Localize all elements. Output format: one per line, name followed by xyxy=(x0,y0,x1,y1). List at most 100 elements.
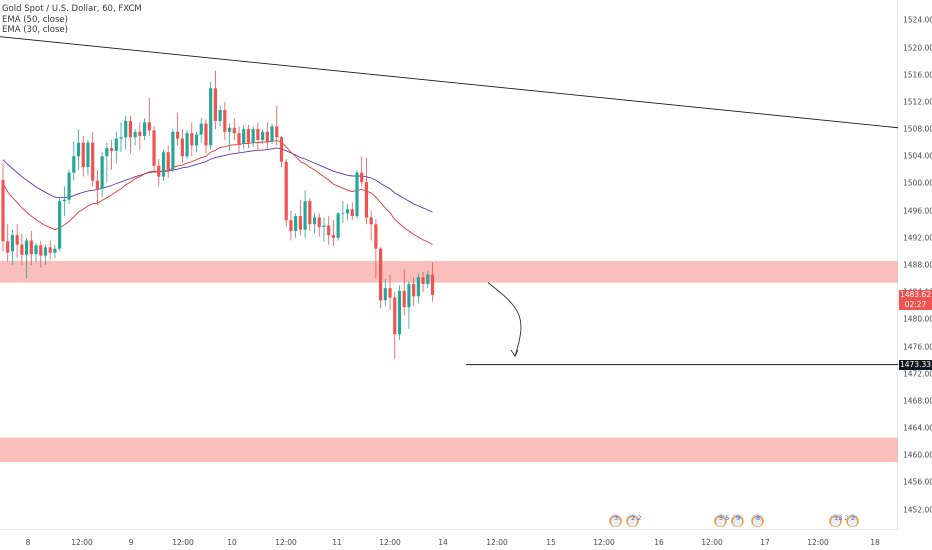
candle xyxy=(58,198,62,252)
candle-body xyxy=(402,290,406,308)
event-flag-2-icon[interactable] xyxy=(626,514,639,527)
candle-body xyxy=(34,245,38,255)
candle-body xyxy=(53,248,57,253)
legend-ema50[interactable]: EMA (50, close) xyxy=(2,14,68,25)
time-tick: 16 xyxy=(654,538,664,547)
time-tick: 12:00 xyxy=(71,538,93,547)
price-tick: 1472.00 xyxy=(903,369,932,379)
candle-body xyxy=(15,235,19,245)
candle xyxy=(331,220,335,246)
candle xyxy=(213,70,217,130)
candle-body xyxy=(218,110,222,121)
time-tick: 10 xyxy=(227,538,237,547)
price-tick: 1488.00 xyxy=(903,260,932,270)
projection-arrow[interactable] xyxy=(487,282,522,357)
candle xyxy=(86,139,90,176)
event-flag-6-icon[interactable] xyxy=(829,514,842,527)
time-tick: 14 xyxy=(438,538,448,547)
candle xyxy=(176,112,180,146)
candle-body xyxy=(86,142,90,168)
candle xyxy=(322,217,326,242)
candle xyxy=(364,157,369,225)
candle-body xyxy=(232,127,236,134)
candle-body xyxy=(327,225,331,236)
candle xyxy=(109,139,114,170)
time-tick: 17 xyxy=(760,538,770,547)
candle xyxy=(426,270,430,289)
candle-body xyxy=(223,110,227,132)
candle xyxy=(1,163,5,252)
candle xyxy=(204,119,208,154)
price-chart[interactable] xyxy=(0,0,898,530)
candle xyxy=(388,274,392,310)
candle-body xyxy=(416,277,420,297)
candle xyxy=(237,126,241,154)
candles xyxy=(1,70,435,359)
candle xyxy=(379,247,383,309)
candle-body xyxy=(114,138,118,151)
support-resistance-zones[interactable] xyxy=(0,260,898,463)
candle xyxy=(6,224,10,262)
candle xyxy=(223,101,227,140)
candle-body xyxy=(91,142,95,181)
candle-body xyxy=(138,131,142,136)
price-tick: 1504.00 xyxy=(903,151,932,161)
candle xyxy=(412,277,416,306)
price-tick: 1516.00 xyxy=(903,70,932,80)
candle-body xyxy=(412,284,416,297)
time-tick: 15 xyxy=(546,538,556,547)
candle-body xyxy=(185,133,189,157)
candle-body xyxy=(166,152,170,170)
event-flag-3-icon[interactable] xyxy=(714,514,727,527)
event-flag-5-icon[interactable] xyxy=(751,514,764,527)
candle xyxy=(190,122,194,157)
candle-body xyxy=(209,88,213,146)
zone-2[interactable] xyxy=(0,437,898,463)
candle xyxy=(374,218,378,279)
candle-body xyxy=(76,142,81,157)
drawings[interactable] xyxy=(0,36,898,366)
event-flag-1-icon[interactable] xyxy=(609,514,622,527)
event-flag-4-icon[interactable] xyxy=(731,514,744,527)
candle xyxy=(227,123,232,151)
candle xyxy=(256,122,260,150)
time-axis[interactable]: 8 12:00 9 12:00 10 12:00 11 12:00 14 12:00 15 12:00… xyxy=(0,530,898,550)
candle-body xyxy=(10,235,15,252)
candle xyxy=(421,271,425,293)
event-flag-7-icon[interactable] xyxy=(846,514,859,527)
candle-body xyxy=(204,123,208,146)
candle-body xyxy=(152,130,156,166)
candle xyxy=(209,81,213,150)
candle xyxy=(327,216,331,245)
candle-body xyxy=(355,172,359,217)
zone-1[interactable] xyxy=(0,260,898,283)
price-tick: 1496.00 xyxy=(903,206,932,216)
candle-body xyxy=(251,129,255,143)
candle-body xyxy=(308,201,312,225)
candle xyxy=(402,269,406,316)
candle-body xyxy=(421,277,425,285)
candle-body xyxy=(246,129,251,143)
candle-body xyxy=(194,134,199,146)
bar-countdown-badge: 02:27 xyxy=(899,299,932,310)
trendline[interactable] xyxy=(0,36,898,129)
candle-body xyxy=(180,138,184,157)
time-tick: 12:00 xyxy=(379,538,401,547)
candle-body xyxy=(331,235,335,238)
price-tick: 1452.00 xyxy=(903,505,932,515)
candle xyxy=(76,129,81,170)
candle-body xyxy=(119,137,123,139)
candle xyxy=(138,122,142,150)
price-axis[interactable]: 1452.00 1456.00 1460.00 1464.00 1468.00 1472.… xyxy=(898,0,932,530)
candle xyxy=(298,199,302,236)
candle xyxy=(416,273,420,304)
legend-ema30[interactable]: EMA (30, close) xyxy=(2,25,68,35)
time-tick: 12:00 xyxy=(486,538,508,547)
candle xyxy=(312,213,317,234)
time-tick: 12:00 xyxy=(701,538,723,547)
candle-body xyxy=(397,290,402,335)
legend-symbol[interactable]: Gold Spot / U.S. Dollar, 60, FXCM xyxy=(2,4,142,14)
event-flag-1-label: 3 xyxy=(614,514,619,522)
candle xyxy=(48,240,52,260)
